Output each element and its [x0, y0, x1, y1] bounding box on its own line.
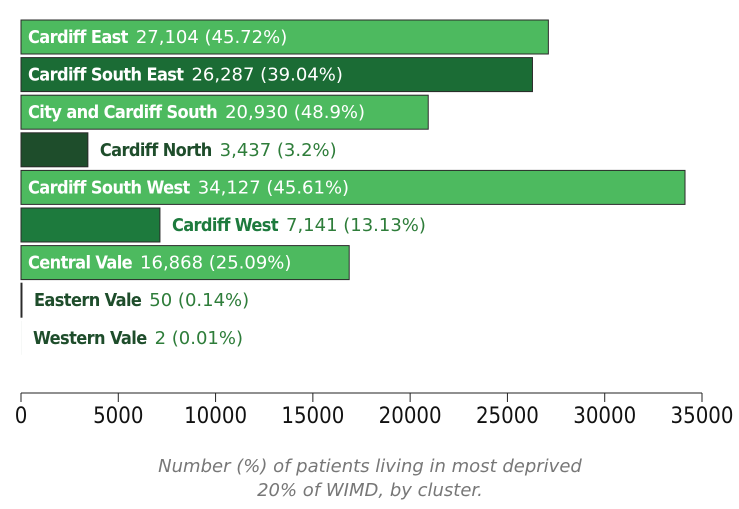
- x-tick-label: 30000: [573, 404, 636, 429]
- category-label: Cardiff East: [28, 27, 129, 48]
- bar: [20, 207, 161, 243]
- x-tick-label: 15000: [281, 404, 344, 429]
- x-tick-label: 10000: [184, 404, 247, 429]
- category-label: Western Vale: [33, 328, 147, 349]
- bar: [20, 132, 89, 168]
- x-tick-label: 0: [15, 404, 28, 429]
- bar-label: Cardiff North 3,437 (3.2%): [100, 140, 337, 161]
- category-label: Cardiff South East: [28, 65, 184, 86]
- bar-label: Central Vale 16,868 (25.09%): [28, 253, 291, 274]
- bar: [20, 19, 549, 55]
- category-label: Cardiff North: [100, 140, 212, 161]
- value-label: 20,930 (48.9%): [225, 102, 365, 123]
- bar: [20, 57, 533, 93]
- category-label: Central Vale: [28, 253, 133, 274]
- chart-caption: Number (%) of patients living in most de…: [158, 456, 582, 501]
- value-label: 7,141 (13.13%): [286, 215, 426, 236]
- bar-label: Cardiff South West 34,127 (45.61%): [28, 177, 349, 198]
- bar: [20, 282, 23, 318]
- bar: [20, 169, 686, 205]
- bar-label: Cardiff West 7,141 (13.13%): [172, 215, 426, 236]
- category-label: Cardiff West: [172, 215, 279, 236]
- value-label: 50 (0.14%): [149, 290, 249, 311]
- value-label: 34,127 (45.61%): [198, 177, 349, 198]
- value-label: 26,287 (39.04%): [191, 65, 342, 86]
- bar-label: Cardiff East 27,104 (45.72%): [28, 27, 287, 48]
- category-label: Cardiff South West: [28, 177, 191, 198]
- value-label: 3,437 (3.2%): [220, 140, 337, 161]
- bar-label: Western Vale 2 (0.01%): [33, 328, 243, 349]
- x-tick-label: 35000: [671, 404, 734, 429]
- chart: 0 5000 10000 15000 20000 25000 30000 35000 Cardi…: [15, 19, 734, 429]
- bar-label: Cardiff South East 26,287 (39.04%): [28, 65, 343, 86]
- category-label: City and Cardiff South: [28, 102, 217, 123]
- bar: [20, 94, 429, 130]
- category-label: Eastern Vale: [34, 290, 142, 311]
- x-tick-label: 25000: [476, 404, 539, 429]
- bar-label: Eastern Vale 50 (0.14%): [34, 290, 249, 311]
- x-tick-label: 20000: [379, 404, 442, 429]
- bar-label: City and Cardiff South 20,930 (48.9%): [28, 102, 365, 123]
- value-label: 27,104 (45.72%): [136, 27, 287, 48]
- x-tick-label: 5000: [93, 404, 143, 429]
- value-label: 16,868 (25.09%): [140, 253, 291, 274]
- bar: [20, 245, 350, 281]
- value-label: 2 (0.01%): [155, 328, 243, 349]
